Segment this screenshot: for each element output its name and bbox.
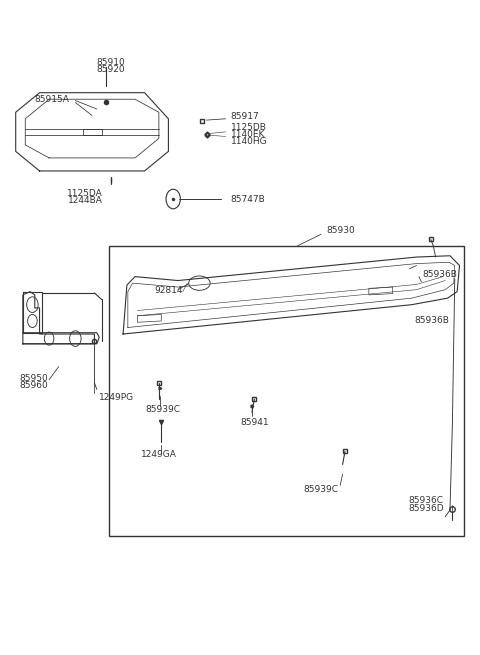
Text: 85939C: 85939C [145, 405, 180, 413]
Text: 85910: 85910 [97, 58, 126, 67]
Text: 1125DA: 1125DA [67, 189, 103, 198]
Text: 1249PG: 1249PG [99, 393, 134, 402]
Text: 85960: 85960 [20, 381, 48, 390]
Text: 85747B: 85747B [230, 195, 265, 204]
Text: 85936B: 85936B [423, 269, 457, 278]
Text: 1140HG: 1140HG [230, 137, 267, 146]
Text: 1125DB: 1125DB [230, 122, 266, 132]
Text: 1244BA: 1244BA [68, 196, 102, 206]
Bar [109, 246, 464, 536]
Text: 85917: 85917 [230, 112, 259, 121]
Text: 85939C: 85939C [304, 485, 338, 494]
Text: 85950: 85950 [20, 374, 48, 383]
Text: 85936C: 85936C [408, 496, 444, 505]
Text: 85936D: 85936D [408, 504, 444, 513]
Text: 85915A: 85915A [34, 95, 69, 103]
Text: 85936B: 85936B [415, 316, 450, 326]
Text: 1140EK: 1140EK [230, 130, 265, 139]
Text: 92814: 92814 [154, 286, 182, 295]
Text: 85930: 85930 [326, 227, 355, 235]
Text: 85941: 85941 [240, 418, 269, 426]
Text: 1249GA: 1249GA [141, 450, 177, 459]
Text: 85920: 85920 [97, 66, 125, 75]
